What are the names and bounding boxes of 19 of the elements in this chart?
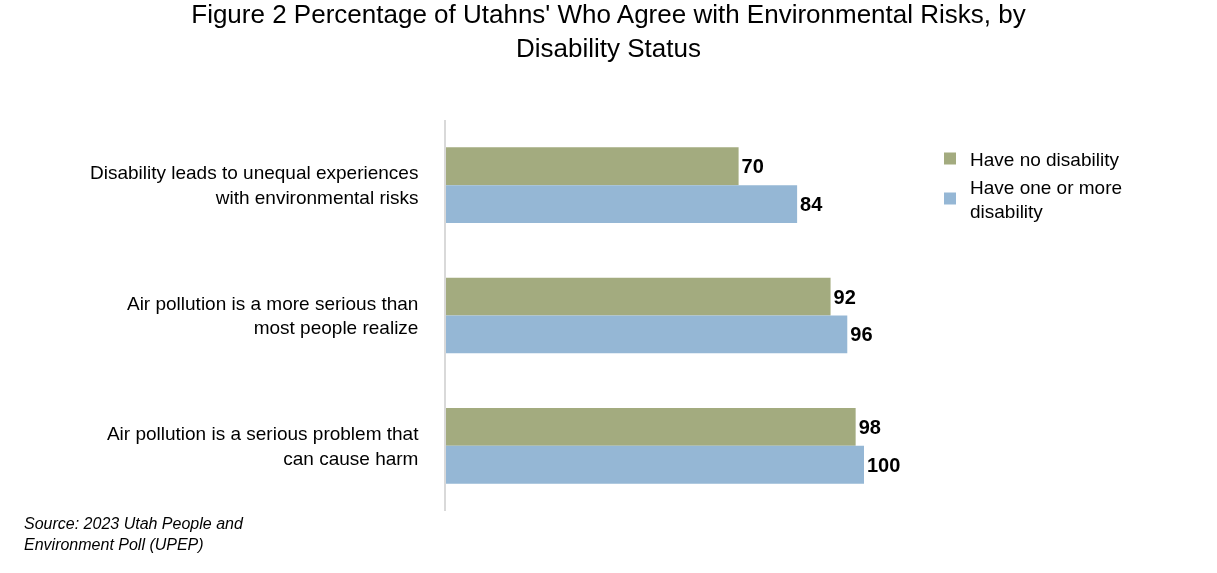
bar [446,408,856,446]
legend-label: Have one or more disability [970,176,1123,223]
data-label: 98 [858,415,881,438]
chart-title: Figure 2 Percentage of Utahns' Who Agree with Environmental Risks, by Disability Status [191,0,1026,63]
y-tick-label: Air pollution is a more serious than most people realize [126,292,419,339]
data-label: 92 [833,285,856,308]
source-note: Source: 2023 Utah People and Environment Poll (UPEP) [24,515,244,553]
bar [446,185,798,223]
legend-label: Have no disability [970,148,1120,170]
data-label: 100 [867,453,901,476]
bar [446,277,831,316]
data-label: 96 [850,323,873,346]
data-label: 84 [800,193,824,216]
data-label: 70 [741,155,764,178]
bar [446,315,848,354]
bar [446,445,864,484]
y-tick-label: Air pollution is a serious problem that can cause harm [106,423,420,469]
y-tick-label: Disability leads to unequal experiences with environmental risks [89,162,419,209]
bar [446,147,739,186]
